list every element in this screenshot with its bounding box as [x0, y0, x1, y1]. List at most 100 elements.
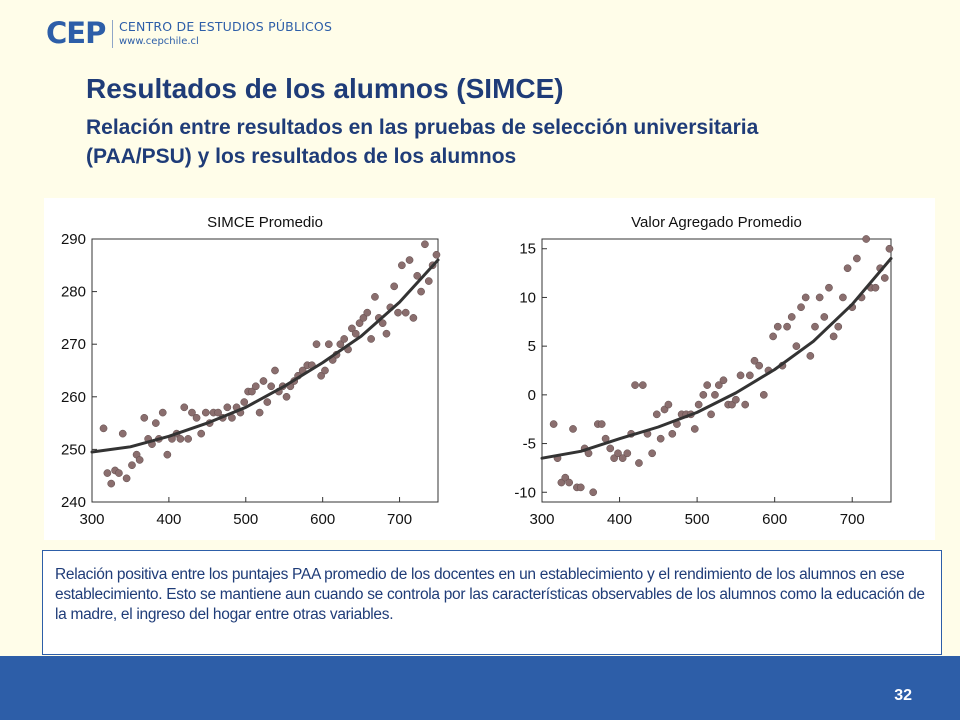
data-point: [618, 454, 627, 463]
data-point: [755, 361, 764, 370]
y-tick-label: -5: [523, 436, 536, 453]
data-point: [880, 274, 889, 282]
fit-line: [540, 257, 893, 460]
data-point: [398, 261, 406, 270]
logo-name: CENTRO DE ESTUDIOS PÚBLICOS: [119, 19, 333, 34]
y-tick-label: -10: [514, 484, 536, 501]
data-point: [783, 322, 791, 331]
data-point: [240, 398, 249, 406]
data-point: [829, 332, 838, 341]
data-point: [773, 322, 782, 331]
data-point: [694, 400, 703, 409]
x-tick-label: 400: [607, 511, 632, 528]
charts-svg: SIMCE Promedio 300 400 500 600 700 240 250 260 27…: [61, 214, 894, 528]
data-point: [363, 308, 372, 317]
data-point: [214, 408, 222, 417]
data-point: [668, 429, 677, 438]
data-point: [736, 371, 745, 380]
data-point: [648, 449, 656, 458]
data-point: [719, 376, 728, 385]
data-point: [759, 391, 768, 399]
y-tick-label: 290: [61, 231, 86, 248]
data-point: [589, 488, 598, 497]
data-point: [424, 277, 433, 285]
data-point: [811, 322, 819, 331]
x-tick-label: 700: [840, 511, 865, 528]
logo-mark: CEP: [46, 16, 106, 50]
data-point: [282, 392, 291, 401]
x-tick-label: 300: [79, 511, 104, 528]
data-point: [797, 303, 805, 312]
data-point: [885, 244, 894, 253]
y-tick-label: 260: [61, 389, 86, 406]
data-point: [248, 387, 256, 396]
data-point: [741, 400, 750, 409]
data-point: [336, 340, 345, 349]
data-point: [815, 293, 824, 302]
chart-title: Valor Agregado Promedio: [631, 214, 802, 231]
data-point: [839, 293, 847, 302]
data-point: [312, 340, 321, 349]
data-point: [825, 283, 833, 292]
data-point: [853, 254, 861, 263]
logo-url: www.cepchile.cl: [119, 36, 199, 47]
data-point: [382, 329, 391, 338]
data-point: [834, 322, 843, 331]
data-point: [267, 382, 276, 391]
chart-2: Valor Agregado Promedio 300 400 500 600 700 -1…: [514, 214, 894, 528]
data-point: [99, 424, 108, 433]
data-point: [163, 450, 172, 459]
data-point: [703, 381, 712, 389]
data-point: [631, 381, 639, 389]
data-point: [606, 444, 615, 453]
data-point: [707, 410, 715, 419]
data-point: [664, 400, 673, 409]
note-text: Relación positiva entre los puntajes PAA…: [55, 566, 925, 623]
y-tick-label: 270: [61, 336, 86, 353]
data-point: [348, 324, 356, 333]
data-point: [263, 398, 272, 406]
slide-title: Resultados de los alumnos (SIMCE): [86, 73, 564, 104]
y-tick-label: 15: [519, 241, 536, 258]
data-point: [432, 250, 441, 259]
data-point: [201, 408, 210, 417]
x-tick-label: 300: [529, 511, 554, 528]
data-point: [140, 413, 149, 422]
data-point: [394, 308, 402, 317]
chart-title: SIMCE Promedio: [207, 214, 323, 231]
y-tick-label: 250: [61, 441, 86, 458]
data-point: [184, 435, 192, 443]
data-point: [378, 319, 387, 328]
data-point: [355, 319, 364, 328]
data-point: [638, 381, 647, 389]
data-point: [623, 449, 632, 458]
data-point: [192, 413, 201, 422]
fit-line: [90, 258, 440, 454]
data-point: [862, 235, 871, 243]
slide-subtitle: Relación entre resultados en las pruebas…: [86, 116, 759, 168]
x-tick-label: 700: [387, 511, 412, 528]
data-point: [107, 479, 116, 488]
data-point: [271, 366, 279, 375]
footer-bar: 32: [0, 656, 960, 720]
x-tick-label: 600: [762, 511, 787, 528]
data-point: [158, 408, 167, 417]
x-tick-label: 500: [685, 511, 710, 528]
data-point: [750, 356, 759, 365]
data-point: [801, 293, 810, 302]
data-point: [597, 420, 606, 428]
data-point: [188, 408, 196, 417]
data-point: [128, 461, 136, 470]
data-point: [569, 425, 577, 433]
data-point: [576, 483, 585, 492]
data-point: [176, 435, 185, 443]
data-point: [321, 366, 329, 375]
data-point: [656, 434, 665, 443]
data-point: [255, 408, 264, 417]
data-point: [197, 429, 206, 438]
data-point: [409, 314, 418, 322]
data-point: [251, 382, 260, 391]
data-point: [151, 419, 160, 427]
note-box: Relación positiva entre los puntajes PAA…: [42, 550, 942, 655]
data-point: [390, 282, 399, 291]
